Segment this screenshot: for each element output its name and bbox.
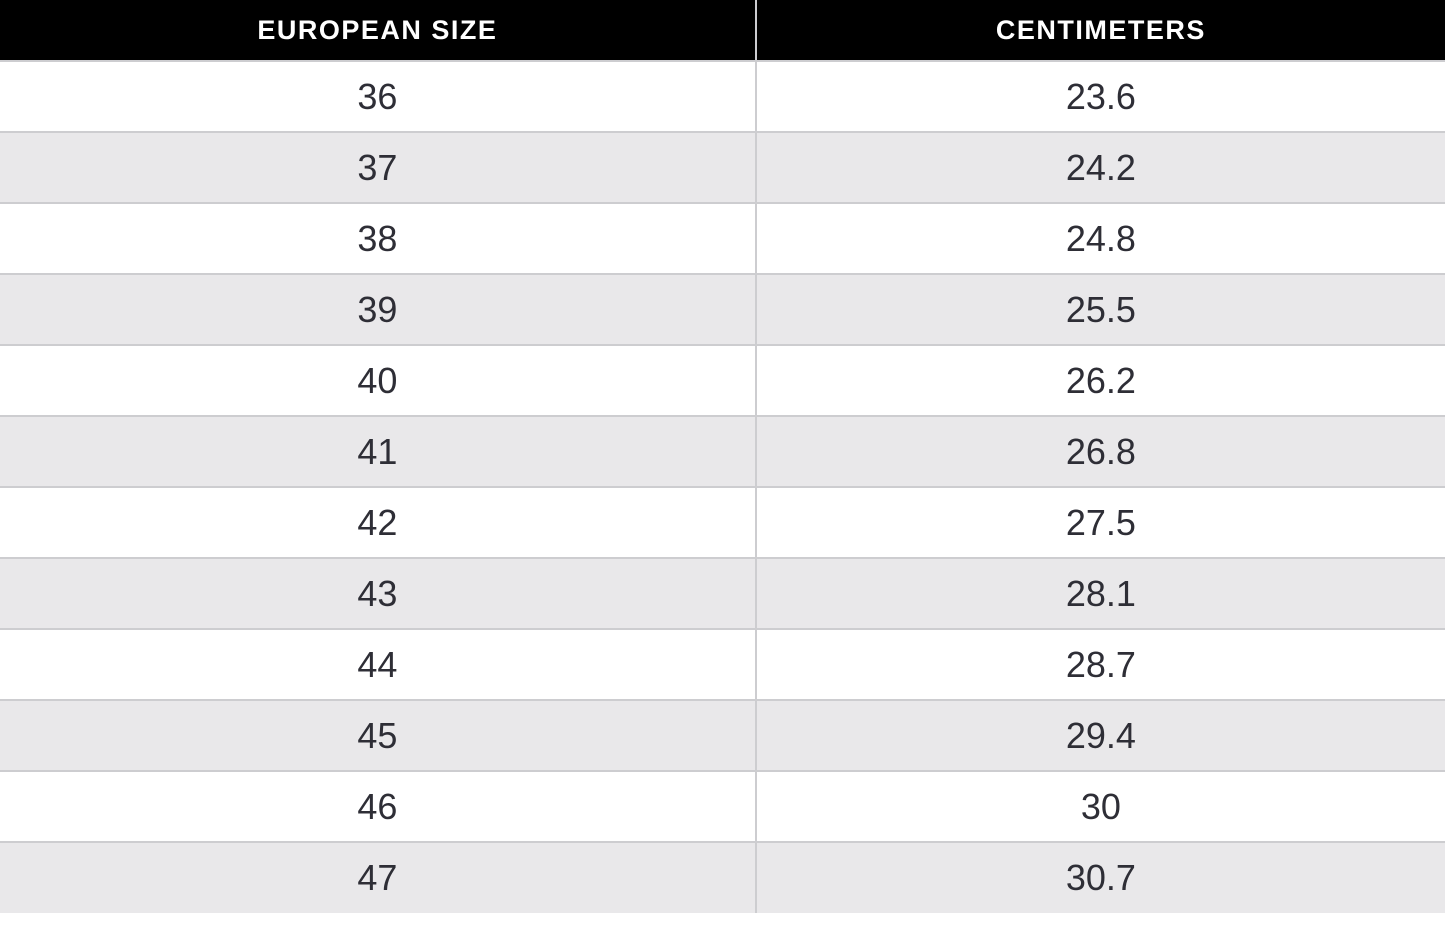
cm-cell: 28.7 [755,628,1445,700]
cm-cell: 25.5 [755,273,1445,345]
table-row: 37 24.2 [0,131,1445,203]
table-row: 44 28.7 [0,628,1445,700]
cm-cell: 30 [755,770,1445,842]
size-cell: 38 [0,202,757,274]
column-header-european-size: EUROPEAN SIZE [0,0,757,61]
table-body: 36 23.6 37 24.2 38 24.8 39 25.5 40 26.2 41 26.8 42 27… [0,60,1445,913]
cm-cell: 24.8 [755,202,1445,274]
size-cell: 43 [0,557,757,629]
cm-cell: 26.8 [755,415,1445,487]
header-row: EUROPEAN SIZE CENTIMETERS [0,0,1445,61]
cm-cell: 23.6 [755,60,1445,132]
table-row: 38 24.8 [0,202,1445,274]
table-row: 39 25.5 [0,273,1445,345]
table-row: 46 30 [0,770,1445,842]
size-cell: 44 [0,628,757,700]
table-row: 45 29.4 [0,699,1445,771]
size-cell: 42 [0,486,757,558]
cm-cell: 24.2 [755,131,1445,203]
size-cell: 36 [0,60,757,132]
table-row: 40 26.2 [0,344,1445,416]
cm-cell: 27.5 [755,486,1445,558]
size-cell: 46 [0,770,757,842]
cm-cell: 28.1 [755,557,1445,629]
table-row: 42 27.5 [0,486,1445,558]
size-cell: 47 [0,841,757,913]
table-row: 41 26.8 [0,415,1445,487]
cm-cell: 29.4 [755,699,1445,771]
table-row: 36 23.6 [0,60,1445,132]
table-row: 43 28.1 [0,557,1445,629]
cm-cell: 30.7 [755,841,1445,913]
cm-cell: 26.2 [755,344,1445,416]
size-cell: 39 [0,273,757,345]
size-cell: 37 [0,131,757,203]
size-cell: 40 [0,344,757,416]
size-cell: 41 [0,415,757,487]
table-header: EUROPEAN SIZE CENTIMETERS [0,0,1445,61]
table-row: 47 30.7 [0,841,1445,913]
column-header-centimeters: CENTIMETERS [755,0,1445,61]
size-cell: 45 [0,699,757,771]
